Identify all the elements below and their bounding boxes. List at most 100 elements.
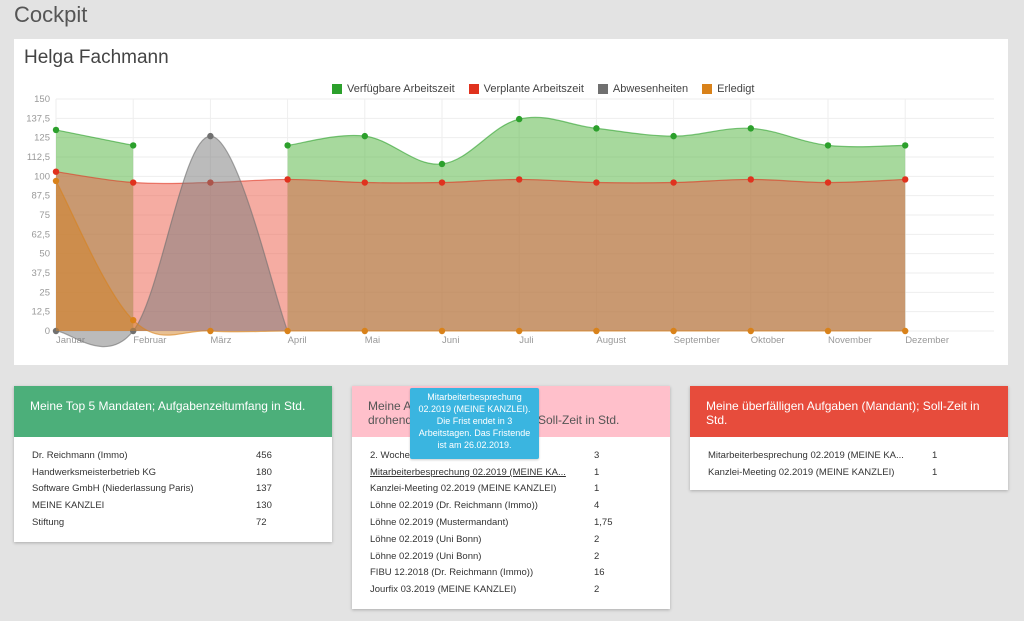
table-row[interactable]: Mitarbeiterbesprechung 02.2019 (MEINE KA… — [708, 447, 990, 464]
legend-item-abwesenheiten[interactable]: Abwesenheiten — [597, 83, 688, 95]
legend-item-erledigt[interactable]: Erledigt — [702, 83, 754, 95]
x-tick-label: April — [288, 335, 307, 346]
card-title-part: Meine A — [368, 399, 412, 413]
data-point[interactable] — [593, 179, 600, 186]
series-line — [55, 135, 289, 348]
y-tick-label: 125 — [34, 133, 50, 144]
legend-swatch — [332, 84, 342, 94]
row-name: FIBU 12.2018 (Dr. Reichmann (Immo)) — [370, 567, 534, 579]
data-point[interactable] — [747, 125, 754, 132]
row-name: Handwerksmeisterbetrieb KG — [32, 466, 157, 478]
y-tick-label: 12,5 — [32, 307, 51, 318]
row-value: 456 — [256, 449, 272, 461]
y-tick-label: 112,5 — [27, 152, 50, 163]
data-point[interactable] — [438, 179, 446, 186]
table-row[interactable]: Löhne 02.2019 (Uni Bonn) 2 — [370, 531, 652, 548]
data-point[interactable] — [207, 327, 214, 335]
row-value: 130 — [256, 500, 272, 512]
table-row[interactable]: Löhne 02.2019 (Uni Bonn) 2 — [370, 548, 652, 565]
row-name: Kanzlei-Meeting 02.2019 (MEINE KANZLEI) — [370, 483, 557, 495]
row-value: 1 — [932, 466, 938, 478]
data-point[interactable] — [670, 327, 677, 335]
card-body: 2. Woche 3 Mitarbeiterbesprechung 02.2019 … — [352, 437, 670, 606]
task-tooltip: Mitarbeiterbesprechung 02.2019 (MEINE KA… — [410, 388, 539, 459]
x-tick-label: August — [596, 335, 626, 346]
data-point[interactable] — [516, 176, 523, 183]
table-row[interactable]: Mitarbeiterbesprechung 02.2019 (MEINE KA… — [370, 464, 652, 481]
card-body: Mitarbeiterbesprechung 02.2019 (MEINE KA… — [690, 437, 1008, 489]
data-point[interactable] — [593, 327, 600, 335]
data-point[interactable] — [516, 327, 523, 335]
page-title: Cockpit — [14, 2, 88, 27]
row-name: Software GmbH (Niederlassung Paris) — [32, 483, 194, 495]
table-row[interactable]: Stiftung 72 — [32, 514, 314, 531]
data-point[interactable] — [670, 179, 677, 186]
row-value: 3 — [594, 449, 600, 461]
table-row[interactable]: Dr. Reichmann (Immo) 456 — [32, 447, 314, 464]
row-name[interactable]: Mitarbeiterbesprechung 02.2019 (MEINE KA… — [370, 466, 566, 478]
table-row[interactable]: Handwerksmeisterbetrieb KG 180 — [32, 464, 314, 481]
data-point[interactable] — [902, 327, 909, 335]
table-row[interactable]: Jourfix 03.2019 (MEINE KANZLEI) 2 — [370, 581, 652, 598]
data-point[interactable] — [52, 168, 60, 175]
row-name: Löhne 02.2019 (Uni Bonn) — [370, 533, 482, 545]
y-tick-label: 37,5 — [32, 268, 51, 279]
data-point[interactable] — [284, 142, 291, 149]
data-point[interactable] — [824, 327, 832, 335]
card-body: Dr. Reichmann (Immo) 456 Handwerksmeisterb… — [14, 437, 332, 539]
data-point[interactable] — [130, 179, 137, 186]
top5-mandanten-card: Meine Top 5 Mandaten; Aufgabenzeitumfang… — [14, 386, 332, 542]
data-point[interactable] — [284, 176, 291, 183]
data-point[interactable] — [593, 125, 600, 132]
table-row[interactable]: Löhne 02.2019 (Mustermandant) 1,75 — [370, 514, 652, 531]
legend-item-verfuegbar[interactable]: Verfügbare Arbeitszeit — [332, 83, 455, 95]
data-point[interactable] — [902, 176, 909, 183]
row-value: 2 — [594, 550, 600, 562]
row-value: 1,75 — [594, 517, 613, 529]
row-value: 16 — [594, 567, 605, 579]
x-tick-label: Juni — [442, 335, 459, 346]
data-point[interactable] — [902, 142, 909, 149]
data-point[interactable] — [207, 132, 214, 140]
row-name: Dr. Reichmann (Immo) — [32, 449, 128, 461]
series-area — [56, 136, 288, 347]
table-row[interactable]: MEINE KANZLEI 130 — [32, 497, 314, 514]
data-point[interactable] — [361, 132, 368, 140]
row-name: 2. Woche — [370, 449, 410, 461]
series-line — [287, 116, 906, 165]
data-point[interactable] — [284, 327, 291, 335]
data-point[interactable] — [438, 327, 446, 335]
data-point[interactable] — [361, 327, 368, 335]
y-tick-label: 50 — [39, 249, 50, 260]
row-name: Löhne 02.2019 (Mustermandant) — [370, 517, 509, 529]
data-point[interactable] — [52, 177, 60, 185]
data-point[interactable] — [747, 327, 754, 335]
data-point[interactable] — [130, 316, 137, 324]
y-tick-label: 137,5 — [26, 113, 50, 124]
data-point[interactable] — [361, 179, 368, 186]
y-tick-label: 87,5 — [32, 191, 51, 202]
legend-item-verplant[interactable]: Verplante Arbeitszeit — [468, 83, 584, 95]
data-point[interactable] — [824, 142, 832, 149]
data-point[interactable] — [52, 126, 60, 134]
data-point[interactable] — [747, 176, 754, 183]
legend-swatch — [468, 84, 479, 94]
y-tick-label: 62,5 — [32, 229, 51, 240]
data-point[interactable] — [824, 179, 832, 186]
table-row[interactable]: Kanzlei-Meeting 02.2019 (MEINE KANZLEI) 1 — [370, 481, 652, 498]
table-row[interactable]: Kanzlei-Meeting 02.2019 (MEINE KANZLEI) 1 — [708, 464, 990, 481]
data-point[interactable] — [438, 160, 446, 168]
table-row[interactable]: Löhne 02.2019 (Dr. Reichmann (Immo)) 4 — [370, 497, 652, 514]
x-tick-label: Mai — [365, 335, 380, 346]
legend-label: Verplante Arbeitszeit — [483, 83, 584, 95]
row-value: 1 — [594, 483, 600, 495]
data-point[interactable] — [130, 142, 137, 149]
series-line — [55, 129, 134, 146]
data-point[interactable] — [516, 115, 523, 123]
table-row[interactable]: FIBU 12.2018 (Dr. Reichmann (Immo)) 16 — [370, 565, 652, 582]
area-chart[interactable]: 0 12,5 25 37,5 50 62,5 75 87,5 100 112,5 125 137,5 1… — [14, 39, 1008, 365]
table-row[interactable]: 2. Woche 3 — [370, 447, 652, 464]
y-tick-label: 0 — [45, 326, 50, 337]
data-point[interactable] — [670, 132, 677, 140]
table-row[interactable]: Software GmbH (Niederlassung Paris) 137 — [32, 481, 314, 498]
